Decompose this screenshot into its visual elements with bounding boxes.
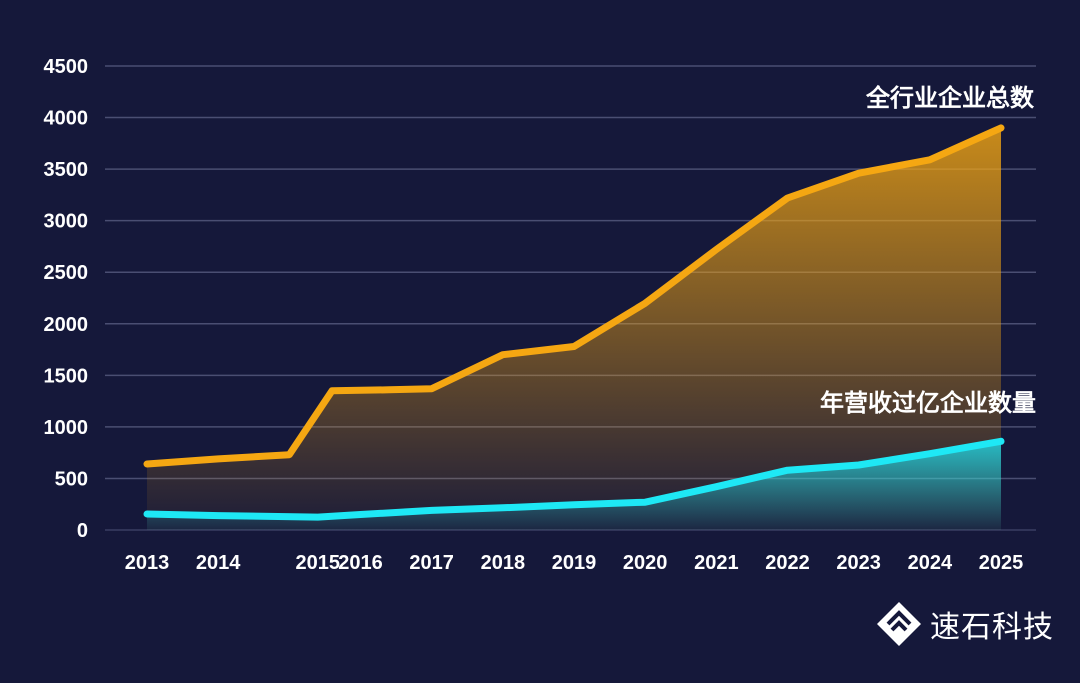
- diamond-logo-icon: [877, 602, 921, 646]
- x-tick-label: 2024: [908, 552, 953, 574]
- y-tick-label: 1500: [44, 365, 89, 387]
- x-tick-label: 2023: [836, 552, 881, 574]
- brand-name: 速石科技: [930, 610, 1054, 645]
- x-tick-label: 2025: [979, 552, 1024, 574]
- series-label-revenue: 年营收过亿企业数量: [820, 389, 1036, 417]
- x-tick-label: 2014: [196, 552, 241, 574]
- x-tick-label: 2015: [296, 552, 341, 574]
- y-tick-label: 4000: [44, 108, 89, 130]
- lines: [143, 124, 1005, 521]
- y-tick-label: 2000: [44, 314, 89, 336]
- y-tick-label: 500: [55, 468, 88, 490]
- y-tick-label: 2500: [44, 262, 89, 284]
- x-tick-label: 2013: [125, 552, 170, 574]
- x-tick-label: 2020: [623, 552, 668, 574]
- series-label-total: 全行业企业总数: [865, 84, 1035, 112]
- series-line-total: [143, 124, 1005, 468]
- y-tick-label: 0: [77, 520, 88, 542]
- y-tick-label: 4500: [44, 56, 89, 78]
- x-tick-label: 2021: [694, 552, 739, 574]
- areas: [147, 127, 1001, 531]
- y-tick-label: 3500: [44, 159, 89, 181]
- x-tick-label: 2022: [765, 552, 810, 574]
- x-tick-label: 2017: [409, 552, 454, 574]
- x-tick-label: 2019: [552, 552, 597, 574]
- x-tick-label: 2016: [338, 552, 383, 574]
- series-area-revenue: [147, 441, 1001, 530]
- series-area-total: [147, 127, 1001, 531]
- y-axis: 0 500 1000 1500 2000 2500 3000 3500 4000 4500: [44, 56, 89, 542]
- x-tick-label: 2018: [481, 552, 526, 574]
- y-tick-label: 3000: [44, 211, 89, 233]
- y-tick-label: 1000: [44, 417, 89, 439]
- brand-logo: 速石科技: [874, 599, 1054, 649]
